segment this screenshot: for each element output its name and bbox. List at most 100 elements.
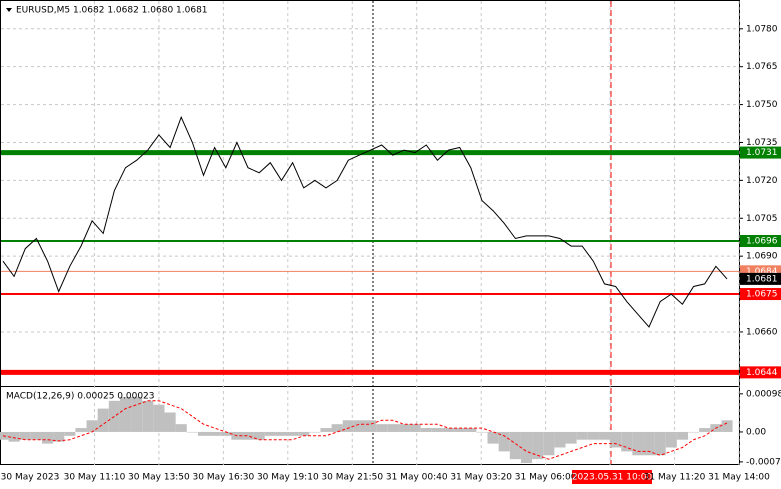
macd-bar — [398, 424, 410, 432]
macd-bar — [688, 431, 700, 433]
macd-bar — [587, 431, 599, 440]
macd-bar — [8, 431, 20, 442]
macd-bar — [41, 431, 54, 444]
y-tick-label: 1.0690 — [746, 252, 778, 262]
macd-bar — [197, 431, 210, 436]
x-tick-label: 30 May 16:30 — [193, 473, 255, 483]
macd-bar — [699, 428, 711, 432]
macd-bar — [476, 431, 488, 433]
macd-bar — [142, 400, 154, 432]
macd-bar — [576, 431, 588, 440]
crosshair-label-bg — [572, 470, 652, 484]
macd-signal — [2, 400, 728, 460]
macd-title: MACD(12,26,9) 0.00025 0.00023 — [6, 392, 155, 402]
macd-bar — [331, 424, 343, 432]
level-label: 1.0675 — [746, 290, 778, 300]
macd-bar — [621, 431, 633, 452]
macd-bar — [164, 412, 176, 432]
macd-bar — [220, 431, 232, 436]
chart-title: EURUSD,M5 1.0682 1.0682 1.0680 1.0681 — [16, 6, 208, 16]
macd-bar — [242, 431, 254, 440]
macd-bar — [442, 428, 455, 432]
macd-bar — [632, 431, 644, 456]
x-tick-label: 31 May 00:40 — [386, 473, 448, 483]
macd-bar — [209, 431, 221, 436]
macd-bar — [554, 431, 566, 448]
macd-bar — [108, 400, 120, 432]
macd-y-tick-label: 0.00098 — [746, 389, 781, 399]
macd-bar — [565, 431, 577, 444]
x-tick-label: 31 May 06:00 — [515, 473, 577, 483]
x-tick-label: 31 May 11:20 — [644, 473, 706, 483]
macd-bar — [64, 431, 76, 436]
macd-bar — [309, 431, 321, 433]
macd-bar — [498, 431, 510, 452]
macd-bar — [409, 424, 421, 432]
macd-bar — [53, 431, 65, 442]
macd-bar — [342, 420, 354, 432]
macd-bar — [532, 431, 544, 460]
macd-y-tick-label: -0.00077 — [746, 457, 781, 467]
macd-bar — [365, 420, 377, 432]
x-tick-label: 30 May 2023 — [1, 473, 60, 483]
current-price-label: 1.0681 — [746, 274, 778, 284]
x-tick-label: 30 May 19:10 — [257, 473, 319, 483]
macd-bar — [420, 428, 432, 432]
macd-bar — [186, 431, 198, 433]
macd-bar — [543, 431, 555, 456]
macd-bar — [520, 431, 533, 464]
macd-bar — [86, 420, 98, 432]
current-price-bg — [740, 272, 781, 285]
level-label-bg — [740, 366, 781, 379]
macd-bar — [131, 396, 143, 432]
level-label: 1.0644 — [746, 368, 778, 378]
macd-bar — [721, 420, 733, 432]
macd-bar — [30, 431, 42, 440]
y-tick-label: 1.0735 — [746, 138, 778, 148]
symbol-arrow — [6, 8, 12, 12]
macd-bar — [19, 431, 31, 440]
level-label-bg — [740, 288, 781, 301]
macd-bar — [287, 431, 299, 436]
plot-frame — [0, 0, 740, 465]
macd-bar — [298, 431, 310, 436]
price-line — [2, 115, 728, 328]
macd-bar — [253, 431, 265, 440]
y-tick-label: 1.0780 — [746, 24, 778, 34]
y-tick-label: 1.0660 — [746, 327, 778, 337]
macd-bar — [665, 431, 677, 448]
x-tick-label: 31 May 03:20 — [450, 473, 512, 483]
macd-bar — [97, 408, 109, 432]
y-tick-label: 1.0765 — [746, 62, 778, 72]
x-tick-label: 30 May 21:50 — [321, 473, 383, 483]
crosshair-label: 2023.05.31 10:00 — [572, 473, 653, 483]
macd-bar — [431, 428, 443, 432]
macd-bar — [275, 431, 288, 436]
macd-bar — [175, 424, 187, 432]
macd-bar — [353, 420, 365, 432]
level-label: 1.0731 — [746, 148, 778, 158]
level-label-bg — [740, 235, 781, 247]
macd-bar — [610, 431, 622, 448]
macd-bar — [119, 396, 132, 432]
macd-bar — [487, 431, 499, 444]
macd-bar — [387, 424, 399, 432]
macd-bar — [509, 431, 521, 460]
y-tick-label: 1.0750 — [746, 100, 778, 110]
level-label: 1.0696 — [746, 237, 778, 247]
macd-bar — [153, 404, 165, 432]
macd-bar — [376, 424, 388, 432]
y-tick-label: 1.0720 — [746, 176, 778, 186]
macd-bar — [75, 428, 87, 432]
level-label-bg — [740, 146, 781, 159]
x-tick-label: 30 May 11:10 — [64, 473, 126, 483]
macd-bar — [643, 431, 655, 456]
macd-bar — [454, 428, 466, 432]
macd-bar — [676, 431, 689, 440]
macd-bar — [598, 431, 611, 440]
macd-y-tick-label: 0.00 — [746, 427, 766, 437]
y-tick-label: 1.0705 — [746, 214, 778, 224]
macd-bar — [654, 431, 666, 456]
macd-bar — [465, 428, 477, 432]
macd-bar — [264, 431, 276, 436]
